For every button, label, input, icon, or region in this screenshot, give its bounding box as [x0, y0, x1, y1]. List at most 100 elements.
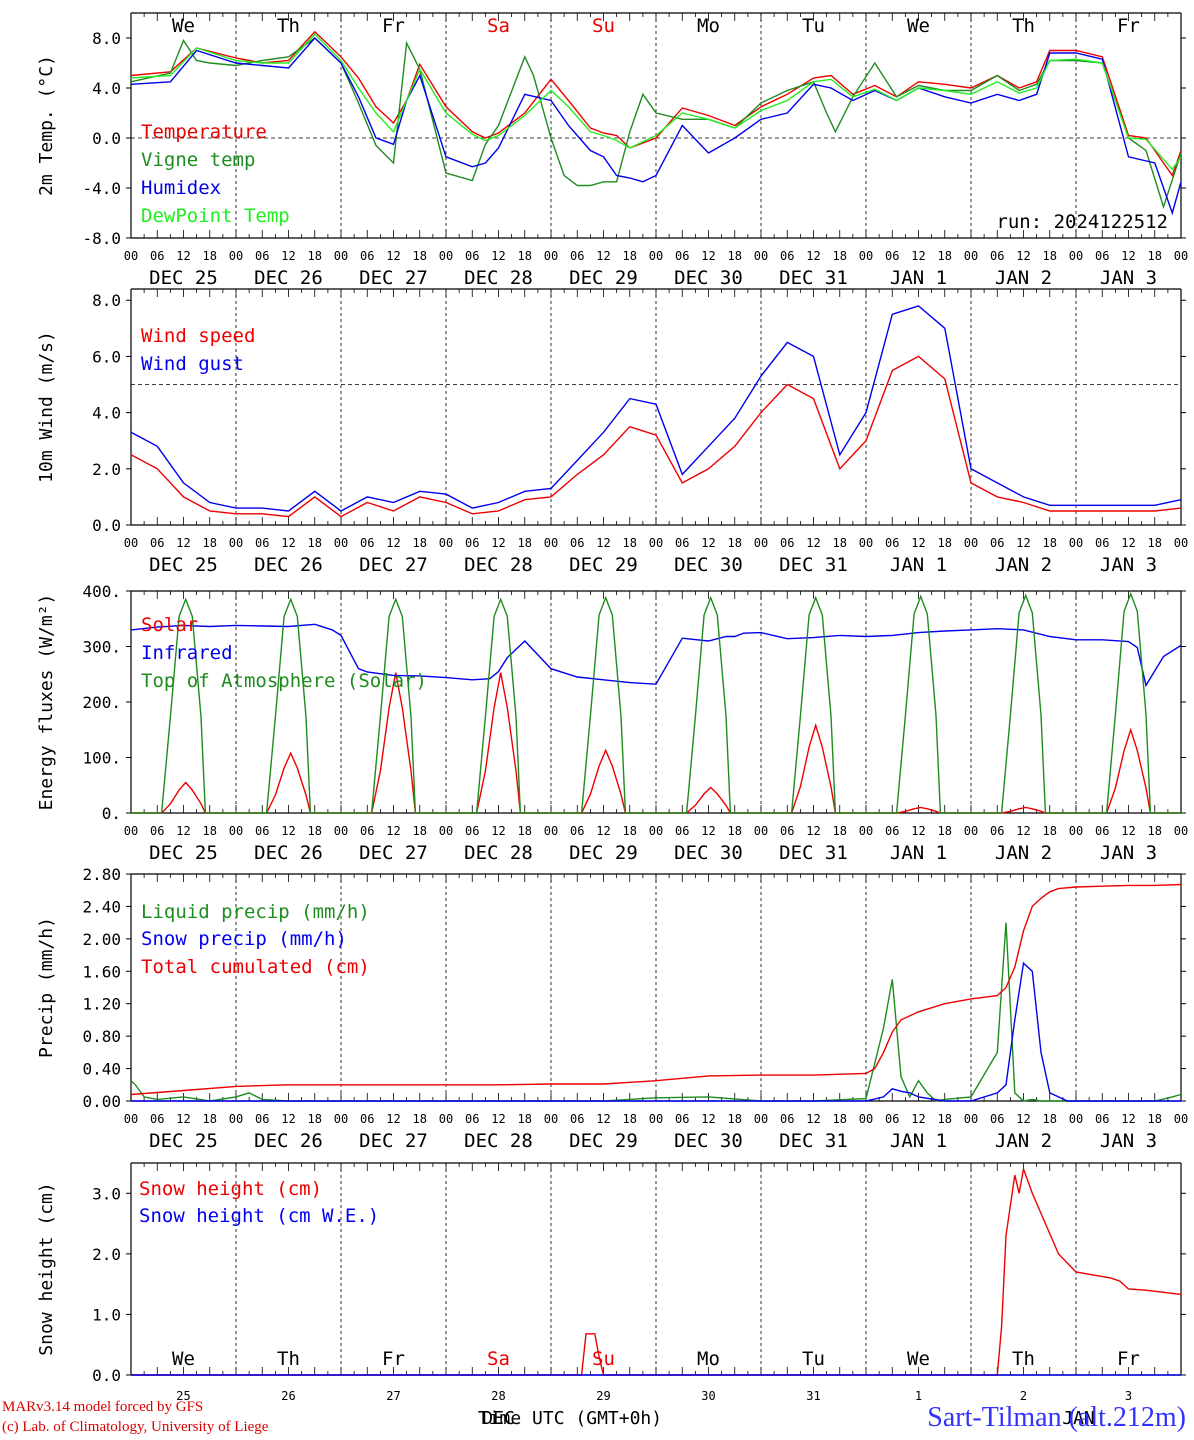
- series-line-snow-height-cm-: [131, 1166, 1182, 1376]
- day-label: Su: [592, 1348, 615, 1370]
- y-tick-label: 0.40: [82, 1060, 121, 1079]
- hour-tick-label: 00: [229, 249, 243, 263]
- hour-tick-label: 00: [1069, 536, 1083, 550]
- hour-tick-label: 00: [649, 249, 663, 263]
- hour-tick-label: 06: [360, 249, 374, 263]
- day-number-label: 30: [701, 1389, 715, 1403]
- hour-tick-label: 18: [518, 536, 532, 550]
- hour-tick-label: 06: [675, 824, 689, 838]
- hour-tick-label: 18: [1043, 249, 1057, 263]
- y-tick-label: 8.0: [92, 291, 121, 310]
- hour-tick-label: 00: [124, 1112, 138, 1126]
- hour-tick-label: 18: [308, 249, 322, 263]
- hour-tick-label: 00: [439, 824, 453, 838]
- hour-tick-label: 00: [1069, 1112, 1083, 1126]
- date-label: DEC 29: [569, 842, 638, 864]
- hour-tick-label: 06: [360, 1112, 374, 1126]
- day-label: We: [172, 15, 195, 37]
- y-tick-label: 2.00: [82, 930, 121, 949]
- hour-tick-label: 18: [413, 1112, 427, 1126]
- hour-tick-label: 06: [1095, 536, 1109, 550]
- y-tick-label: 4.0: [92, 404, 121, 423]
- legend-entry: Total cumulated (cm): [141, 956, 370, 978]
- hour-tick-label: 06: [255, 536, 269, 550]
- y-axis-label: Precip (mm/h): [36, 917, 57, 1058]
- y-tick-label: 0.0: [92, 1366, 121, 1385]
- hour-tick-label: 06: [570, 1112, 584, 1126]
- date-label: DEC 25: [149, 1130, 218, 1152]
- series-line-dewpoint-temp: [130, 33, 1182, 171]
- date-label: DEC 29: [569, 1130, 638, 1152]
- hour-tick-label: 00: [859, 249, 873, 263]
- hour-tick-label: 00: [649, 824, 663, 838]
- hour-tick-label: 12: [281, 1112, 295, 1126]
- day-label: Th: [1012, 1348, 1035, 1370]
- hour-tick-label: 06: [465, 824, 479, 838]
- hour-tick-label: 12: [491, 536, 505, 550]
- hour-tick-label: 00: [754, 536, 768, 550]
- hour-tick-label: 00: [229, 824, 243, 838]
- date-label: DEC 30: [674, 1130, 743, 1152]
- date-label: DEC 31: [779, 1130, 848, 1152]
- date-label: DEC 27: [359, 267, 428, 289]
- day-label: Mo: [697, 1348, 720, 1370]
- date-label: JAN 1: [890, 1130, 947, 1152]
- hour-tick-label: 18: [1148, 249, 1162, 263]
- series-line-total-cumulated-cm-: [130, 883, 1182, 1096]
- hour-tick-label: 12: [911, 536, 925, 550]
- hour-tick-label: 06: [360, 824, 374, 838]
- date-label: DEC 26: [254, 267, 323, 289]
- hour-tick-label: 12: [596, 536, 610, 550]
- day-number-label: 31: [806, 1389, 820, 1403]
- series-line-humidex: [130, 36, 1182, 216]
- hour-tick-label: 18: [203, 536, 217, 550]
- date-label: DEC 31: [779, 842, 848, 864]
- hour-tick-label: 12: [1121, 536, 1135, 550]
- hour-tick-label: 12: [491, 824, 505, 838]
- month-label: JAN: [1062, 1408, 1095, 1429]
- hour-tick-label: 12: [491, 249, 505, 263]
- hour-tick-label: 06: [150, 249, 164, 263]
- day-number-label: 26: [281, 1389, 295, 1403]
- y-tick-label: 0.0: [92, 516, 121, 535]
- hour-tick-label: 18: [938, 1112, 952, 1126]
- hour-tick-label: 00: [439, 1112, 453, 1126]
- hour-tick-label: 00: [124, 824, 138, 838]
- day-number-label: 25: [176, 1389, 190, 1403]
- hour-tick-label: 12: [176, 249, 190, 263]
- hour-tick-label: 00: [544, 536, 558, 550]
- day-label: Tu: [802, 1348, 825, 1370]
- hour-tick-label: 12: [386, 824, 400, 838]
- hour-tick-label: 18: [308, 824, 322, 838]
- hour-tick-label: 12: [386, 1112, 400, 1126]
- hour-tick-label: 00: [649, 1112, 663, 1126]
- hour-tick-label: 00: [1174, 536, 1188, 550]
- date-label: JAN 3: [1100, 554, 1157, 576]
- hour-tick-label: 12: [806, 824, 820, 838]
- hour-tick-label: 12: [1016, 1112, 1030, 1126]
- date-label: DEC 27: [359, 842, 428, 864]
- date-label: DEC 30: [674, 267, 743, 289]
- date-label: DEC 25: [149, 842, 218, 864]
- hour-tick-label: 06: [675, 249, 689, 263]
- series-line-top-of-atmosphere-solar-: [131, 591, 1181, 814]
- hour-tick-label: 12: [1121, 249, 1135, 263]
- hour-tick-label: 12: [1121, 824, 1135, 838]
- hour-tick-label: 18: [203, 249, 217, 263]
- hour-tick-label: 06: [885, 536, 899, 550]
- y-tick-label: 400.: [82, 582, 121, 601]
- day-label: Fr: [1117, 15, 1140, 37]
- hour-tick-label: 00: [544, 824, 558, 838]
- panel-1: 2m Temp. (°C): [36, 12, 1186, 239]
- hour-tick-label: 00: [439, 249, 453, 263]
- hour-tick-label: 06: [675, 1112, 689, 1126]
- legend-entry: Solar: [141, 614, 198, 636]
- date-label: DEC 28: [464, 842, 533, 864]
- y-tick-label: 1.60: [82, 962, 121, 981]
- hour-tick-label: 00: [964, 536, 978, 550]
- hour-tick-label: 06: [990, 824, 1004, 838]
- hour-tick-label: 18: [728, 824, 742, 838]
- day-label: Fr: [382, 1348, 405, 1370]
- day-number-label: 27: [386, 1389, 400, 1403]
